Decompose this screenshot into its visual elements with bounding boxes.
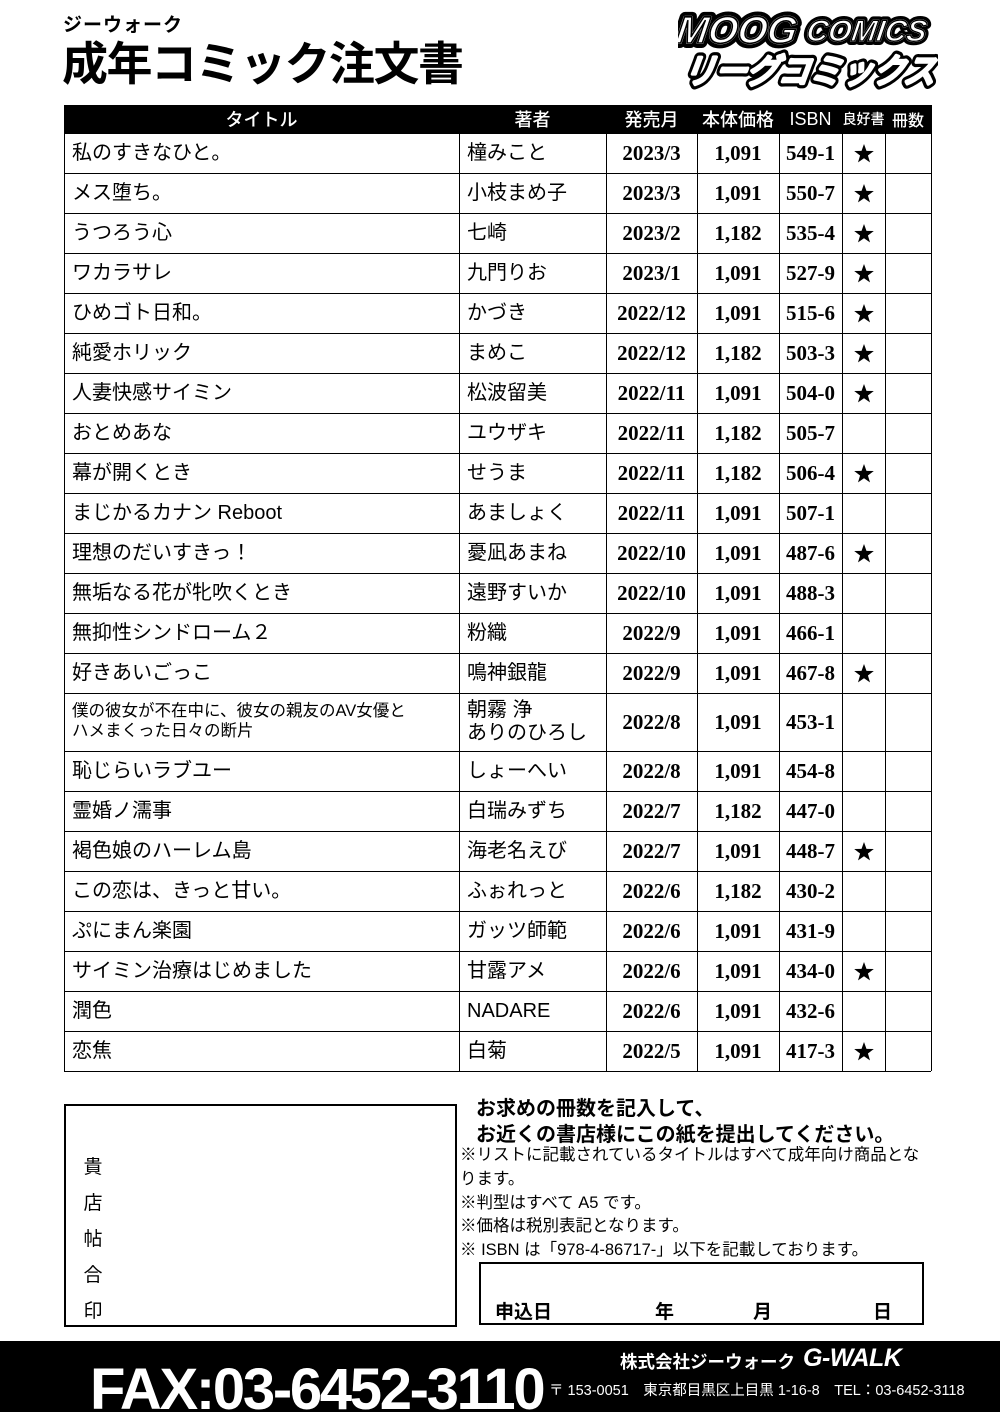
svg-text:MOOG: MOOG (678, 9, 800, 52)
svg-text:COMICS: COMICS (804, 15, 929, 48)
svg-text:リーグコミックス: リーグコミックス (681, 52, 938, 90)
